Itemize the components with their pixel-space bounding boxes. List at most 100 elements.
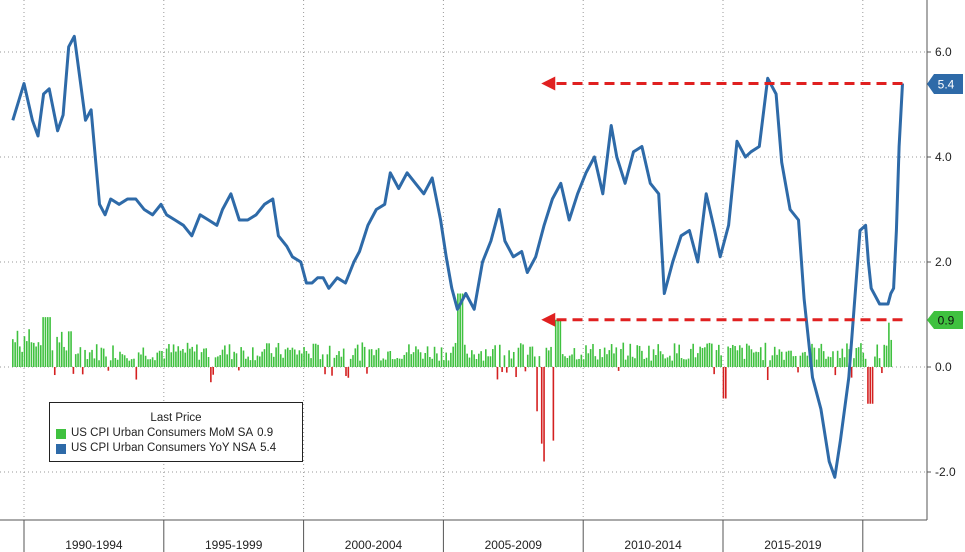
mom-bar	[664, 358, 667, 367]
mom-bar	[296, 354, 298, 367]
mom-bar	[347, 367, 350, 378]
mom-bar	[601, 357, 604, 367]
mom-bar	[585, 345, 587, 367]
mom-bar	[755, 351, 757, 367]
mom-bar	[247, 356, 249, 367]
mom-bar	[627, 355, 629, 367]
legend-value-yoy: 5.4	[260, 442, 277, 454]
mom-bar	[366, 367, 368, 374]
mom-bar	[641, 350, 643, 367]
mom-bar	[876, 344, 879, 367]
mom-bar	[587, 353, 590, 367]
mom-bar	[312, 343, 315, 367]
mom-bar	[65, 350, 68, 367]
mom-bar	[690, 348, 692, 367]
mom-bar	[193, 351, 196, 367]
mom-bar	[874, 356, 876, 367]
mom-bar	[25, 341, 28, 367]
yoy-badge-text: 5.4	[938, 78, 955, 92]
mom-bar	[16, 330, 19, 367]
mom-bar	[582, 359, 585, 367]
mom-bar	[310, 358, 312, 367]
mom-bar	[596, 359, 599, 367]
mom-bar	[473, 354, 475, 367]
mom-bar	[790, 350, 792, 367]
mom-bar	[622, 342, 625, 367]
mom-bar	[547, 350, 550, 367]
mom-bar	[382, 358, 385, 367]
mom-bar	[419, 352, 422, 367]
mom-bar	[170, 352, 173, 367]
mom-bar	[815, 359, 818, 367]
mom-bar	[515, 367, 517, 378]
mom-bar	[578, 358, 580, 367]
mom-bar	[373, 355, 375, 367]
mom-bar	[571, 354, 573, 367]
mom-bar	[196, 344, 198, 367]
yoy-last-value-badge: 5.4	[927, 74, 963, 94]
mom-bar	[636, 345, 639, 367]
mom-bar	[149, 359, 152, 367]
mom-bar	[140, 354, 142, 367]
mom-bar	[832, 351, 834, 367]
mom-bar	[554, 319, 557, 367]
mom-bar	[610, 344, 613, 367]
mom-bar	[475, 359, 478, 367]
mom-bar	[801, 352, 804, 367]
mom-bar	[114, 358, 117, 367]
mom-bar	[84, 349, 86, 367]
mom-bar	[342, 348, 345, 367]
mom-bar	[398, 358, 401, 367]
mom-bar	[580, 354, 583, 367]
mom-bar	[133, 358, 135, 367]
mom-bar	[503, 355, 506, 367]
mom-bar	[265, 343, 268, 367]
mom-bar	[699, 346, 701, 367]
mom-bar	[638, 345, 641, 367]
mom-bar	[340, 356, 343, 367]
mom-bar	[566, 357, 569, 367]
mom-bar	[349, 358, 352, 367]
mom-bar	[715, 350, 718, 367]
mom-bar	[245, 358, 247, 367]
mom-bar	[706, 343, 708, 367]
mom-bar	[757, 352, 760, 367]
mom-bar	[51, 350, 54, 367]
mom-bar	[205, 348, 208, 367]
mom-bar	[666, 357, 669, 367]
mom-bar	[692, 343, 694, 367]
mom-bar	[745, 343, 748, 367]
legend-label-mom: US CPI Urban Consumers MoM SA	[71, 427, 254, 439]
mom-bar	[221, 349, 224, 367]
mom-bar	[769, 360, 771, 367]
mom-bar	[12, 339, 14, 367]
mom-bar	[683, 359, 685, 367]
mom-bar	[620, 348, 622, 367]
x-period-label: 2010-2014	[624, 538, 682, 552]
mom-bar	[741, 347, 743, 367]
mom-bar	[883, 344, 886, 367]
mom-bar	[820, 343, 823, 367]
mom-bar	[890, 339, 893, 367]
mom-bar	[505, 367, 508, 373]
mom-bar	[235, 353, 238, 367]
mom-bar	[291, 347, 294, 367]
mom-bar	[512, 351, 515, 367]
mom-bar	[147, 359, 149, 367]
mom-bar	[102, 348, 105, 367]
mom-bar	[517, 347, 520, 367]
mom-bar	[345, 367, 347, 377]
mom-bar	[252, 347, 254, 367]
mom-bar	[491, 349, 494, 367]
mom-bar	[822, 351, 825, 367]
arrow-head	[541, 76, 556, 91]
mom-bar	[673, 343, 676, 367]
y-tick-label: 4.0	[935, 150, 952, 164]
mom-bar	[748, 345, 750, 367]
mom-bar	[867, 367, 869, 404]
mom-bar	[191, 346, 194, 367]
mom-bar	[662, 354, 664, 367]
mom-bar	[634, 358, 636, 367]
mom-bar	[729, 347, 732, 367]
mom-bar	[773, 346, 776, 367]
